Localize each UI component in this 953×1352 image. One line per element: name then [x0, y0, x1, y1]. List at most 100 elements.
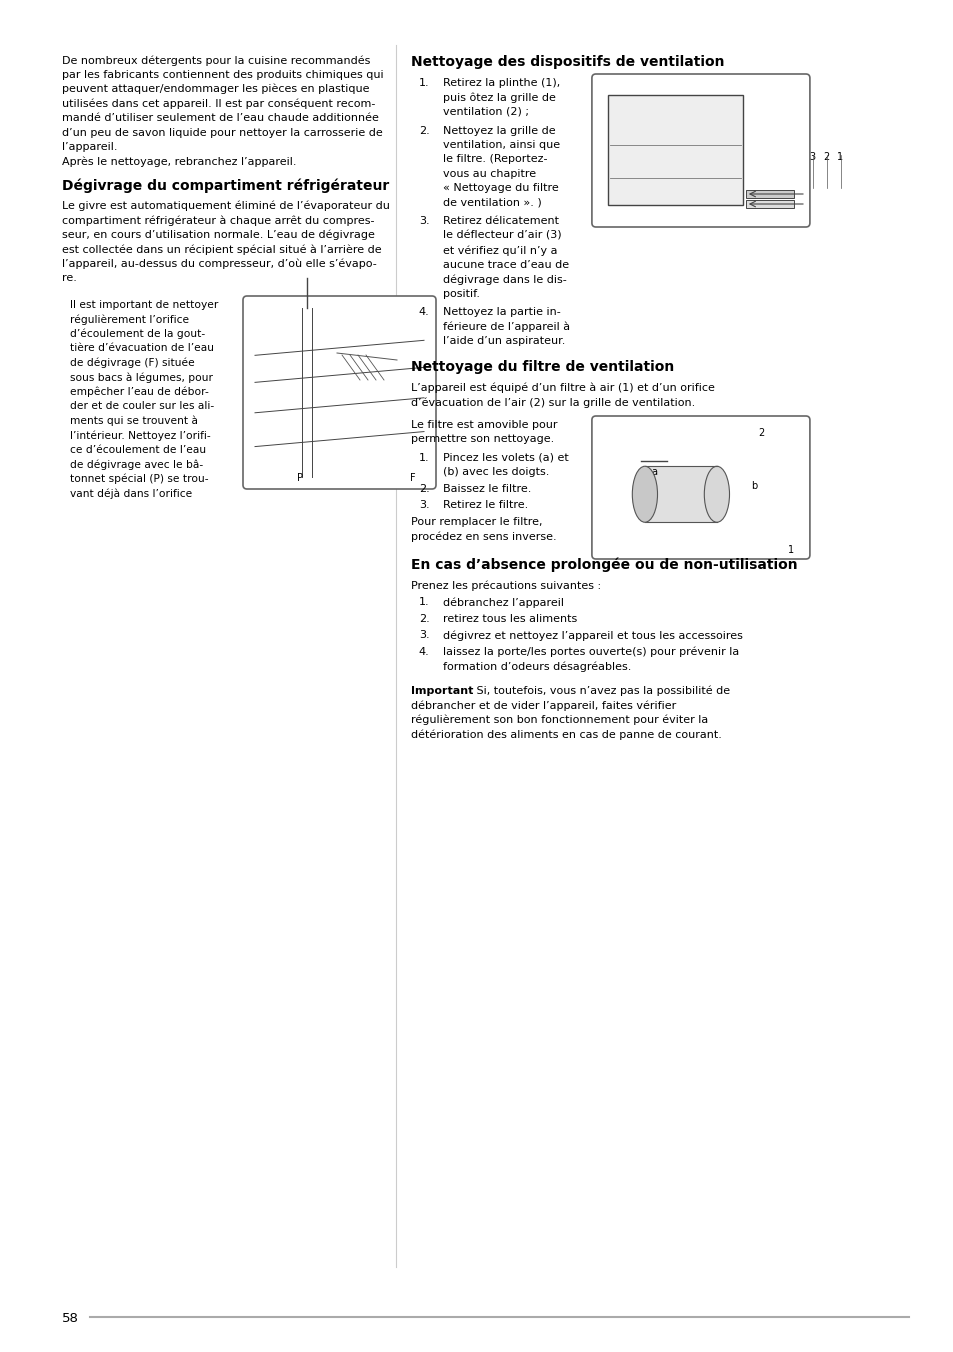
Text: l’appareil, au-dessus du compresseur, d’où elle s’évapo-: l’appareil, au-dessus du compresseur, d’… [62, 260, 376, 269]
Text: 3: 3 [808, 151, 814, 162]
Text: 1: 1 [836, 151, 842, 162]
Text: 1.: 1. [418, 453, 429, 462]
Text: puis ôtez la grille de: puis ôtez la grille de [442, 92, 556, 103]
Text: et vérifiez qu’il n’y a: et vérifiez qu’il n’y a [442, 246, 557, 256]
Text: Dégivrage du compartiment réfrigérateur: Dégivrage du compartiment réfrigérateur [62, 178, 389, 193]
Ellipse shape [703, 466, 729, 522]
Text: ments qui se trouvent à: ments qui se trouvent à [70, 416, 198, 426]
Text: 3.: 3. [418, 216, 429, 227]
Text: débranchez l’appareil: débranchez l’appareil [442, 598, 563, 608]
Text: Nettoyage du filtre de ventilation: Nettoyage du filtre de ventilation [411, 360, 674, 375]
Text: a: a [650, 468, 657, 477]
Text: empêcher l’eau de débor-: empêcher l’eau de débor- [70, 387, 209, 397]
Text: mandé d’utiliser seulement de l’eau chaude additionnée: mandé d’utiliser seulement de l’eau chau… [62, 114, 378, 123]
Text: débrancher et de vider l’appareil, faites vérifier: débrancher et de vider l’appareil, faite… [411, 700, 676, 711]
Text: ce d’écoulement de l’eau: ce d’écoulement de l’eau [70, 445, 206, 456]
Text: laissez la porte/les portes ouverte(s) pour prévenir la: laissez la porte/les portes ouverte(s) p… [442, 648, 739, 657]
Text: dégivrez et nettoyez l’appareil et tous les accessoires: dégivrez et nettoyez l’appareil et tous … [442, 630, 742, 641]
Text: « Nettoyage du filtre: « Nettoyage du filtre [442, 184, 558, 193]
FancyBboxPatch shape [591, 416, 809, 558]
Text: 2.: 2. [418, 126, 429, 135]
Text: formation d’odeurs désagréables.: formation d’odeurs désagréables. [442, 661, 631, 672]
Text: retirez tous les aliments: retirez tous les aliments [442, 614, 577, 625]
Text: l’appareil.: l’appareil. [62, 142, 117, 151]
Text: détérioration des aliments en cas de panne de courant.: détérioration des aliments en cas de pan… [411, 730, 721, 740]
Text: 4.: 4. [418, 648, 429, 657]
Bar [745, 191, 793, 197]
Text: Retirez délicatement: Retirez délicatement [442, 216, 558, 227]
Text: Après le nettoyage, rebranchez l’appareil.: Après le nettoyage, rebranchez l’apparei… [62, 157, 296, 168]
Text: 2: 2 [822, 151, 828, 162]
Text: ventilation, ainsi que: ventilation, ainsi que [442, 141, 559, 150]
Text: F: F [410, 473, 416, 483]
Text: (b) avec les doigts.: (b) avec les doigts. [442, 468, 549, 477]
Text: est collectée dans un récipient spécial situé à l’arrière de: est collectée dans un récipient spécial … [62, 245, 381, 256]
Text: De nombreux détergents pour la cuisine recommandés: De nombreux détergents pour la cuisine r… [62, 55, 370, 65]
Text: tonnet spécial (P) se trou-: tonnet spécial (P) se trou- [70, 475, 209, 484]
Text: b: b [750, 481, 757, 491]
Text: P: P [296, 473, 303, 483]
Text: L’appareil est équipé d’un filtre à air (1) et d’un orifice: L’appareil est équipé d’un filtre à air … [411, 383, 714, 393]
Text: l’intérieur. Nettoyez l’orifi-: l’intérieur. Nettoyez l’orifi- [70, 430, 211, 441]
Text: de ventilation ». ): de ventilation ». ) [442, 197, 541, 208]
Text: aucune trace d’eau de: aucune trace d’eau de [442, 260, 568, 270]
Text: 2.: 2. [418, 614, 429, 625]
Bar [644, 466, 716, 522]
Text: 2.: 2. [418, 484, 429, 493]
Text: Pour remplacer le filtre,: Pour remplacer le filtre, [411, 516, 542, 527]
Text: le déflecteur d’air (3): le déflecteur d’air (3) [442, 231, 561, 241]
Text: régulièrement son bon fonctionnement pour éviter la: régulièrement son bon fonctionnement pou… [411, 715, 707, 726]
Text: vous au chapitre: vous au chapitre [442, 169, 536, 178]
Text: positif.: positif. [442, 289, 479, 299]
Text: de dégivrage avec le bâ-: de dégivrage avec le bâ- [70, 460, 203, 470]
Text: d’un peu de savon liquide pour nettoyer la carrosserie de: d’un peu de savon liquide pour nettoyer … [62, 127, 382, 138]
Text: der et de couler sur les ali-: der et de couler sur les ali- [70, 402, 214, 411]
Text: Le filtre est amovible pour: Le filtre est amovible pour [411, 420, 557, 430]
FancyBboxPatch shape [243, 296, 436, 489]
Text: Pincez les volets (a) et: Pincez les volets (a) et [442, 453, 568, 462]
Text: utilisées dans cet appareil. Il est par conséquent recom-: utilisées dans cet appareil. Il est par … [62, 99, 375, 110]
Text: férieure de l’appareil à: férieure de l’appareil à [442, 322, 570, 333]
Text: Il est important de nettoyer: Il est important de nettoyer [70, 300, 218, 310]
Text: le filtre. (Reportez-: le filtre. (Reportez- [442, 154, 547, 165]
Text: compartiment réfrigérateur à chaque arrêt du compres-: compartiment réfrigérateur à chaque arrê… [62, 215, 375, 226]
Text: Baissez le filtre.: Baissez le filtre. [442, 484, 531, 493]
Text: 2: 2 [757, 429, 763, 438]
Text: Retirez la plinthe (1),: Retirez la plinthe (1), [442, 78, 559, 88]
Text: Si, toutefois, vous n’avez pas la possibilité de: Si, toutefois, vous n’avez pas la possib… [473, 685, 729, 696]
Bar [607, 95, 742, 206]
Text: 3.: 3. [418, 500, 429, 511]
Text: 3.: 3. [418, 630, 429, 641]
Text: 4.: 4. [418, 307, 429, 318]
Text: Important: Important [411, 685, 473, 696]
Text: de dégivrage (F) située: de dégivrage (F) située [70, 358, 194, 369]
Text: régulièrement l’orifice: régulièrement l’orifice [70, 315, 189, 324]
Text: 1.: 1. [418, 598, 429, 607]
Text: 1.: 1. [418, 78, 429, 88]
Text: re.: re. [62, 273, 77, 284]
Text: Le givre est automatiquement éliminé de l’évaporateur du: Le givre est automatiquement éliminé de … [62, 201, 390, 211]
Text: par les fabricants contiennent des produits chimiques qui: par les fabricants contiennent des produ… [62, 69, 383, 80]
Text: tière d’évacuation de l’eau: tière d’évacuation de l’eau [70, 343, 213, 353]
Text: d’écoulement de la gout-: d’écoulement de la gout- [70, 329, 205, 339]
Bar [745, 200, 793, 208]
Text: Prenez les précautions suivantes :: Prenez les précautions suivantes : [411, 581, 600, 591]
Text: seur, en cours d’utilisation normale. L’eau de dégivrage: seur, en cours d’utilisation normale. L’… [62, 230, 375, 241]
Text: Nettoyez la partie in-: Nettoyez la partie in- [442, 307, 560, 318]
Text: l’aide d’un aspirateur.: l’aide d’un aspirateur. [442, 337, 565, 346]
Text: En cas d’absence prolongée ou de non-utilisation: En cas d’absence prolongée ou de non-uti… [411, 558, 797, 572]
Text: procédez en sens inverse.: procédez en sens inverse. [411, 531, 556, 542]
Text: dégivrage dans le dis-: dégivrage dans le dis- [442, 274, 566, 285]
Text: permettre son nettoyage.: permettre son nettoyage. [411, 434, 554, 445]
Text: Retirez le filtre.: Retirez le filtre. [442, 500, 528, 511]
Text: 1: 1 [787, 545, 793, 556]
Ellipse shape [632, 466, 657, 522]
Text: d’évacuation de l’air (2) sur la grille de ventilation.: d’évacuation de l’air (2) sur la grille … [411, 397, 695, 408]
Text: ventilation (2) ;: ventilation (2) ; [442, 107, 528, 118]
Text: Nettoyez la grille de: Nettoyez la grille de [442, 126, 555, 135]
Text: sous bacs à légumes, pour: sous bacs à légumes, pour [70, 373, 213, 383]
Text: vant déjà dans l’orifice: vant déjà dans l’orifice [70, 488, 193, 499]
Text: Nettoyage des dispositifs de ventilation: Nettoyage des dispositifs de ventilation [411, 55, 723, 69]
Text: 58: 58 [62, 1311, 79, 1325]
FancyBboxPatch shape [591, 74, 809, 227]
